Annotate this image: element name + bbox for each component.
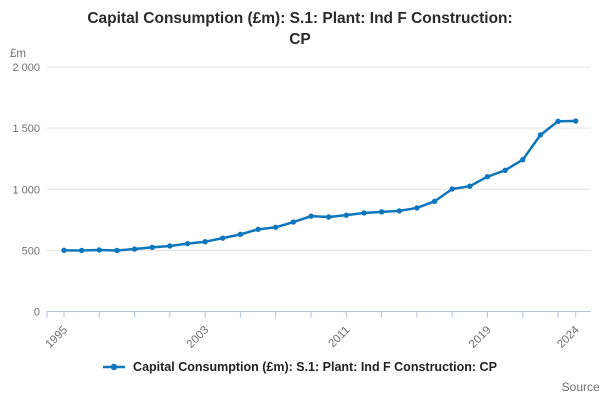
x-axis-tick-label: 2011 xyxy=(326,324,352,350)
legend-marker-icon xyxy=(103,363,126,371)
data-point[interactable] xyxy=(167,243,173,249)
y-axis-tick-label: 2 000 xyxy=(12,62,40,74)
x-axis-tick-label: 2003 xyxy=(185,324,212,351)
legend-label: Capital Consumption (£m): S.1: Plant: In… xyxy=(133,360,497,374)
series-line[interactable] xyxy=(62,119,577,252)
data-point[interactable] xyxy=(61,247,67,254)
data-point[interactable] xyxy=(325,214,332,220)
data-point[interactable] xyxy=(78,247,85,254)
data-point[interactable] xyxy=(378,209,385,215)
data-point[interactable] xyxy=(96,247,102,253)
data-point[interactable] xyxy=(149,244,155,251)
data-point[interactable] xyxy=(343,212,350,218)
y-axis-tick-label: 1 500 xyxy=(12,123,40,135)
data-point[interactable] xyxy=(537,132,544,138)
data-point[interactable] xyxy=(431,198,438,205)
data-point[interactable] xyxy=(220,235,226,241)
data-point[interactable] xyxy=(237,231,244,238)
data-point[interactable] xyxy=(396,208,402,214)
legend-item[interactable]: Capital Consumption (£m): S.1: Plant: In… xyxy=(0,360,600,374)
x-axis-tick-label: 2019 xyxy=(467,324,494,351)
chart-canvas: £m 0 500 1 000 1 500 2 000 1995 2003 2011 2019 202… xyxy=(10,48,591,351)
y-axis-unit-label: £m xyxy=(10,48,26,60)
page-title: Capital Consumption (£m): S.1: Plant: In… xyxy=(87,10,513,48)
data-point[interactable] xyxy=(114,247,120,254)
y-axis-tick-label: 1 000 xyxy=(12,184,40,196)
data-point[interactable] xyxy=(308,213,314,219)
data-point[interactable] xyxy=(184,240,191,247)
x-axis-tick-label: 2024 xyxy=(555,324,582,351)
data-point[interactable] xyxy=(502,167,508,174)
data-point[interactable] xyxy=(273,224,279,230)
data-point[interactable] xyxy=(484,173,491,180)
x-axis-tick-label: 1995 xyxy=(44,324,71,351)
data-point[interactable] xyxy=(131,246,138,252)
data-point[interactable] xyxy=(555,118,561,124)
y-axis-tick-label: 0 xyxy=(34,307,40,319)
data-point[interactable] xyxy=(520,156,526,163)
data-point[interactable] xyxy=(255,226,261,233)
data-point[interactable] xyxy=(290,219,297,225)
data-point[interactable] xyxy=(414,205,420,211)
data-point[interactable] xyxy=(449,186,455,192)
y-axis-tick-label: 500 xyxy=(22,245,40,257)
legend-dot-glyph xyxy=(110,363,118,371)
data-point[interactable] xyxy=(202,238,208,245)
source-label: Source: xyxy=(561,380,600,394)
data-point[interactable] xyxy=(467,183,473,189)
data-point[interactable] xyxy=(361,210,367,216)
data-point[interactable] xyxy=(573,118,579,124)
